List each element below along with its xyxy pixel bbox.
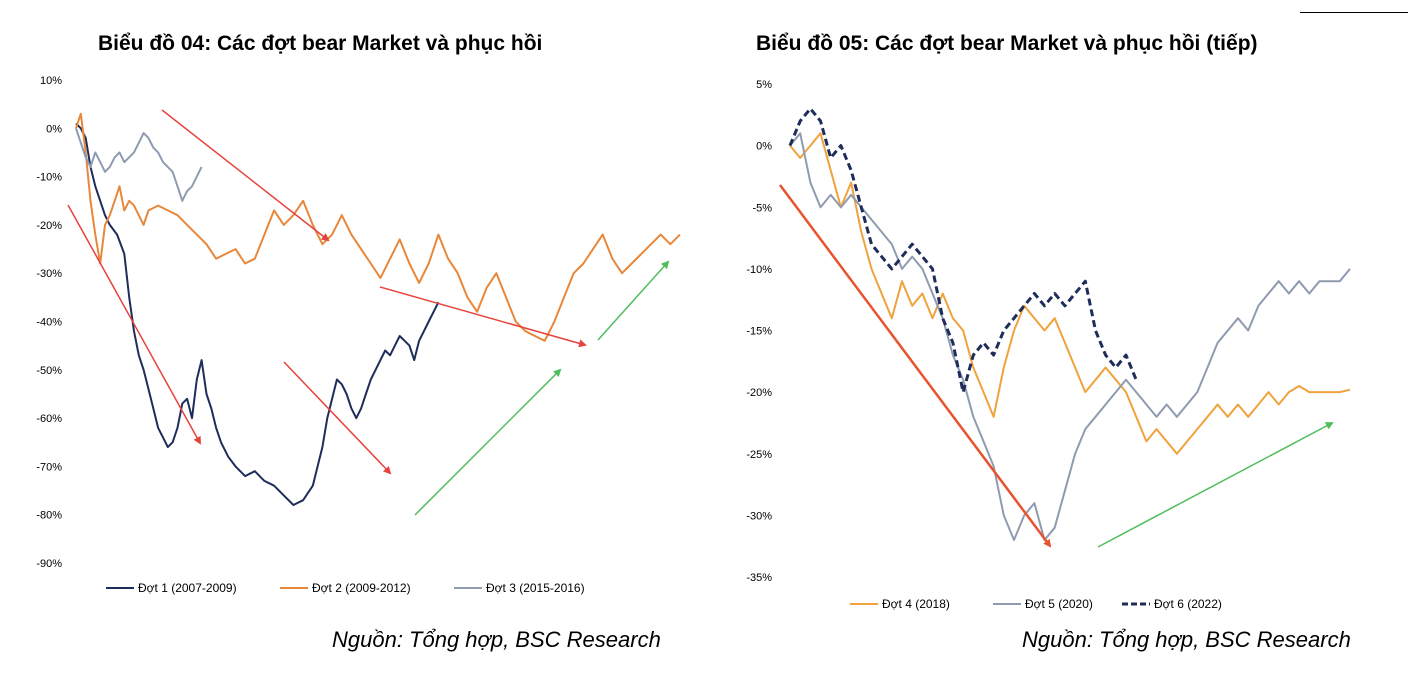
y-tick-label: 10% — [40, 75, 62, 87]
series-line-1 — [789, 132, 1351, 455]
y-tick-label: -30% — [36, 268, 62, 280]
chart-05: 5% 0% -5% -10% -15% -20% -25% -30% -35% Đợt 4 (20… — [746, 79, 1351, 611]
y-tick-label: -30% — [746, 510, 772, 522]
y-tick-label: -35% — [746, 572, 772, 584]
y-tick-label: -5% — [752, 202, 772, 214]
top-rule — [1300, 12, 1408, 13]
trend-arrow — [283, 361, 392, 475]
chart-05-source: Nguồn: Tổng hợp, BSC Research — [1022, 627, 1351, 652]
y-tick-label: -70% — [36, 461, 62, 473]
legend-label-1: Đợt 1 (2007-2009) — [138, 581, 237, 595]
legend-label-2: Đợt 5 (2020) — [1025, 597, 1093, 611]
y-tick-label: -50% — [36, 365, 62, 377]
y-tick-label: -80% — [36, 510, 62, 522]
trend-arrow — [1097, 422, 1334, 548]
y-tick-label: -20% — [36, 220, 62, 232]
y-tick-label: 0% — [756, 141, 772, 153]
series-line-1 — [75, 122, 440, 506]
trend-arrow — [414, 368, 562, 516]
legend-label-2: Đợt 2 (2009-2012) — [312, 581, 411, 595]
chart-04: 10% 0% -10% -20% -30% -40% -50% -60% -70% -80% -90… — [36, 75, 681, 595]
y-tick-label: -10% — [746, 264, 772, 276]
y-tick-label: -60% — [36, 413, 62, 425]
series-line-2 — [789, 132, 1351, 541]
series-line-3 — [75, 127, 203, 202]
legend-label-3: Đợt 3 (2015-2016) — [486, 581, 585, 595]
legend-label-3: Đợt 6 (2022) — [1154, 597, 1222, 611]
trend-arrow — [778, 184, 1052, 548]
y-tick-label: -25% — [746, 449, 772, 461]
series-line-3 — [788, 107, 1138, 394]
y-tick-label: -90% — [36, 558, 62, 570]
y-tick-label: 0% — [46, 123, 62, 135]
y-tick-label: -40% — [36, 317, 62, 329]
y-tick-label: -15% — [746, 326, 772, 338]
trend-arrow — [67, 204, 201, 445]
chart-04-source: Nguồn: Tổng hợp, BSC Research — [332, 627, 661, 652]
y-tick-label: 5% — [756, 79, 772, 91]
chart-04-title: Biểu đồ 04: Các đợt bear Market và phục … — [98, 32, 543, 55]
trend-arrow — [597, 260, 670, 341]
trend-arrow — [379, 286, 587, 348]
y-tick-label: -20% — [746, 387, 772, 399]
chart-05-title: Biểu đồ 05: Các đợt bear Market và phục … — [756, 32, 1258, 55]
legend-label-1: Đợt 4 (2018) — [882, 597, 950, 611]
series-line-2 — [75, 112, 681, 342]
trend-arrow — [161, 109, 330, 242]
y-tick-label: -10% — [36, 172, 62, 184]
